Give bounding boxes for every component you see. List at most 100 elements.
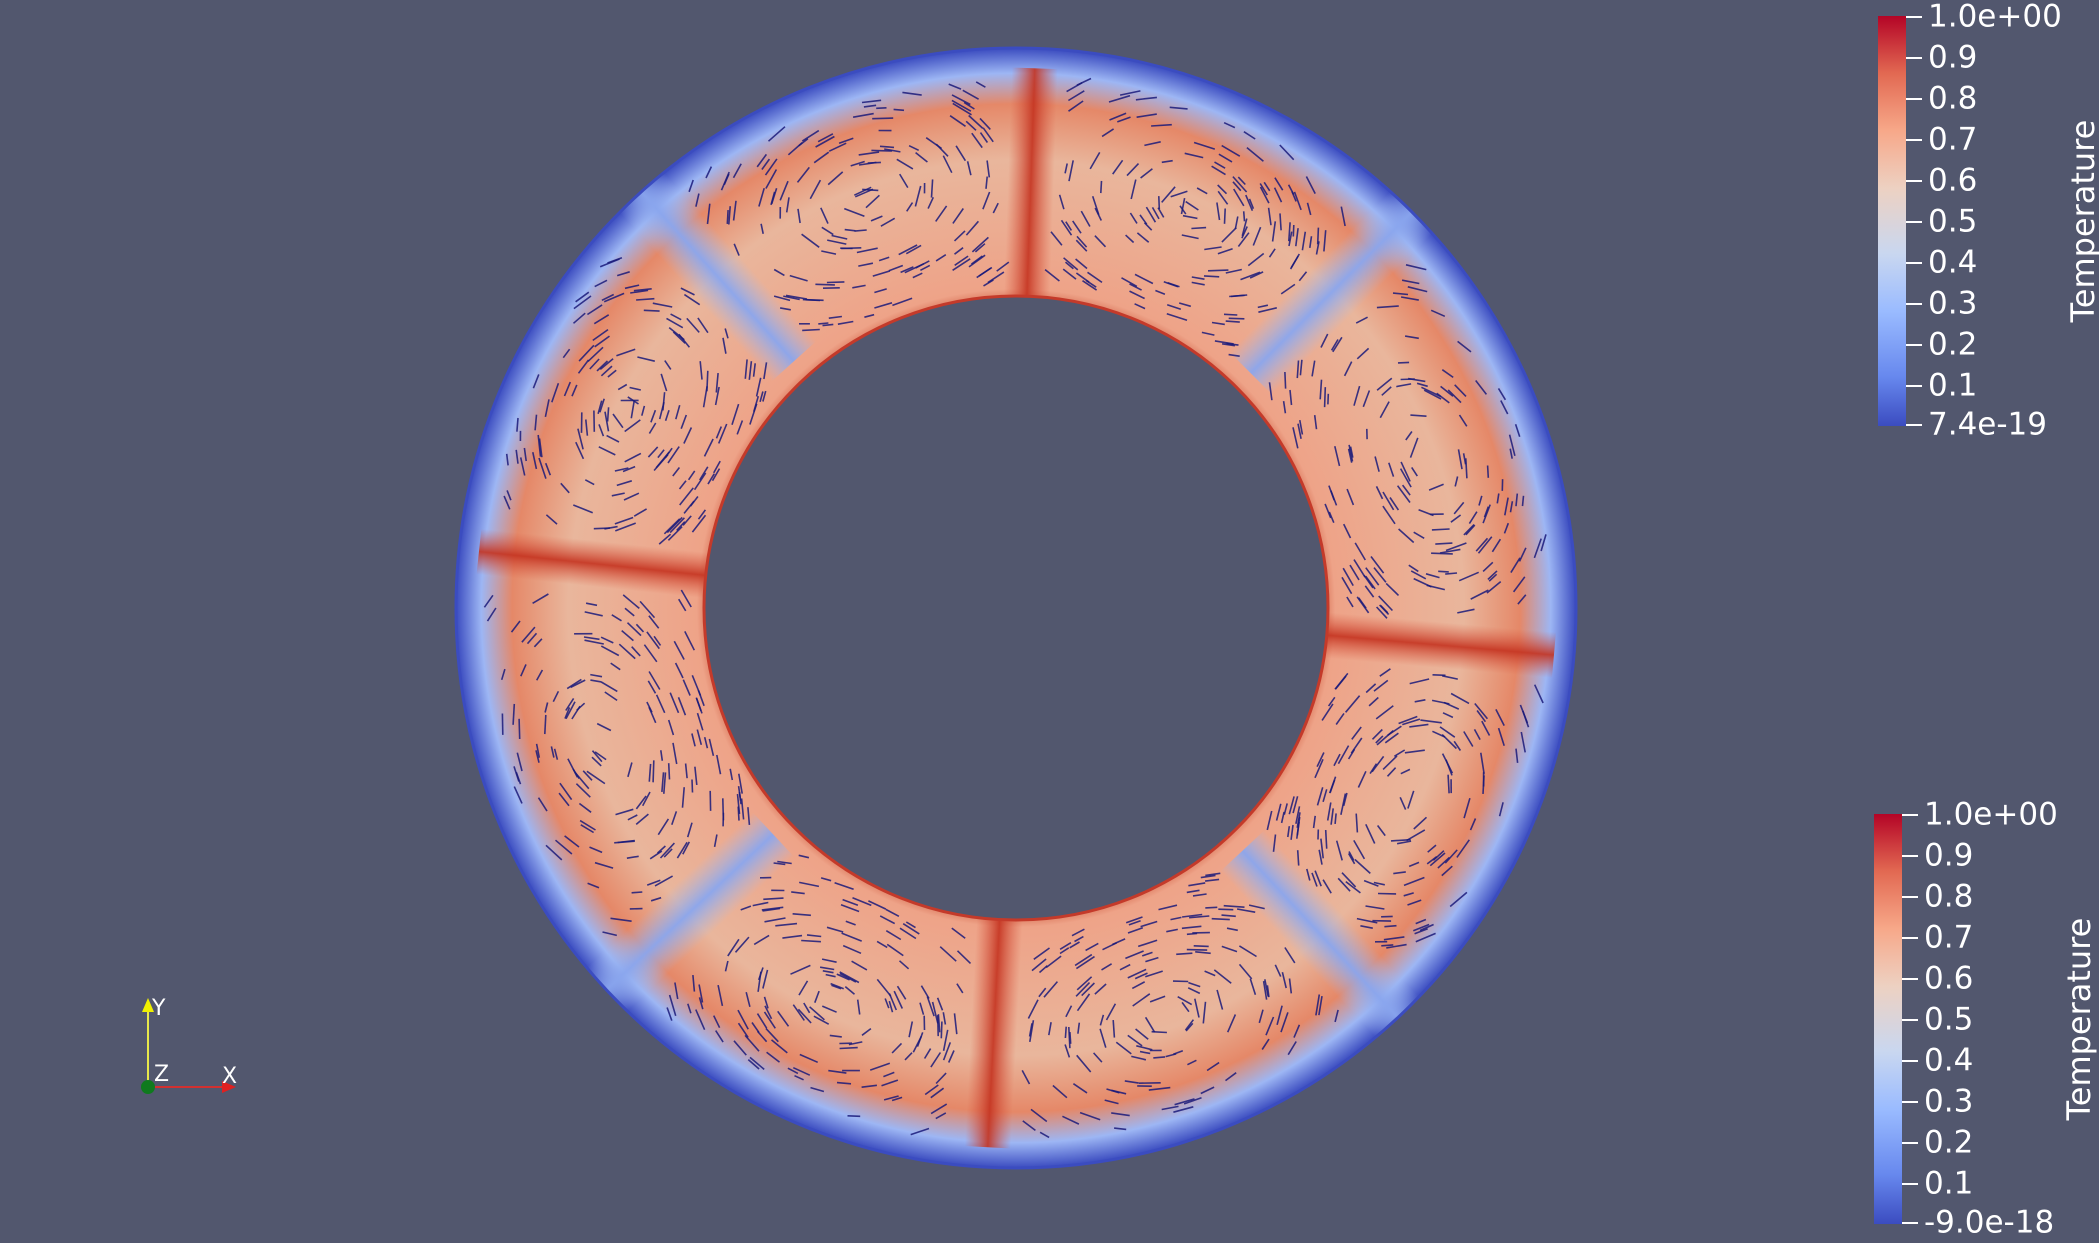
velocity-glyph [876,107,887,110]
velocity-glyph [639,600,656,619]
velocity-glyph [1283,803,1288,815]
velocity-glyph [1072,220,1082,234]
velocity-glyph [1182,214,1198,220]
velocity-glyph [1279,213,1282,231]
velocity-glyph [1414,699,1426,703]
velocity-glyph [621,629,634,642]
velocity-glyph [1439,726,1456,738]
velocity-glyph [836,1081,852,1085]
velocity-glyph [936,997,944,1011]
velocity-glyph [1318,995,1323,1016]
velocity-glyph [876,940,888,949]
velocity-glyph [1453,740,1462,751]
velocity-glyph [1232,181,1242,192]
velocity-glyph [1279,144,1295,161]
velocity-glyph [1094,983,1107,995]
scalar-bar-top[interactable]: 1.0e+00 0.9 0.8 0.7 0.6 0.5 0.4 0.3 0.2 … [1878,1,2099,440]
velocity-glyph [1218,908,1234,911]
velocity-glyph [1311,360,1316,377]
velocity-glyph [1508,434,1516,456]
velocity-glyph [1306,868,1311,881]
velocity-glyph [755,377,762,397]
velocity-glyph [1414,927,1428,935]
velocity-glyph [773,268,785,277]
velocity-glyph [1463,797,1471,819]
tick-label: 0.1 [1924,1165,1974,1202]
velocity-glyph [744,1034,760,1052]
velocity-glyph [1148,1086,1171,1091]
velocity-glyph [831,234,848,240]
velocity-glyph [1129,283,1142,291]
velocity-glyph [802,298,821,302]
velocity-glyph [888,993,898,1011]
velocity-glyph [586,304,603,316]
velocity-glyph [1399,796,1407,810]
velocity-glyph [1299,419,1304,435]
velocity-glyph [1288,222,1291,242]
velocity-glyph [1174,1098,1195,1106]
velocity-glyph [1458,571,1480,582]
scalar-bar-bottom[interactable]: 1.0e+00 0.9 0.8 0.7 0.6 0.5 0.4 0.3 0.2 … [1874,799,2099,1238]
velocity-glyph [1315,241,1320,255]
velocity-glyph [1442,712,1454,719]
velocity-glyph [955,145,967,162]
velocity-glyph [1031,958,1047,972]
velocity-glyph [695,193,700,207]
velocity-glyph [1379,604,1390,615]
velocity-glyph [1221,914,1236,918]
velocity-glyph [1413,531,1425,539]
velocity-glyph [1069,941,1080,949]
velocity-glyph [1416,382,1428,388]
velocity-glyph [689,496,699,507]
velocity-glyph [646,701,653,713]
velocity-glyph [1261,1038,1270,1050]
velocity-glyph [799,1053,819,1064]
velocity-glyph [1075,982,1091,997]
velocity-glyph [500,668,506,681]
velocity-glyph [765,169,778,189]
velocity-glyph [797,1008,812,1024]
velocity-glyph [711,468,721,482]
velocity-glyph [1202,1001,1207,1024]
velocity-glyph [775,922,798,927]
velocity-glyph [762,907,781,912]
velocity-glyph [1326,802,1332,821]
velocity-glyph [1343,361,1353,377]
velocity-glyph [672,742,678,765]
velocity-glyph [598,446,616,456]
velocity-glyph [1291,191,1297,202]
velocity-glyph [1276,1005,1283,1026]
velocity-glyph [858,151,880,156]
velocity-glyph [1182,913,1203,918]
velocity-glyph [520,664,527,677]
tick-label: -9.0e-18 [1924,1204,2055,1241]
velocity-glyph [1356,596,1370,614]
velocity-glyph [587,882,600,889]
velocity-glyph [635,813,649,826]
velocity-glyph [683,293,701,306]
orientation-axes[interactable]: Y X Z [130,990,260,1110]
velocity-glyph [752,363,756,377]
velocity-glyph [744,359,748,379]
velocity-glyph [1161,1105,1179,1111]
velocity-glyph [1426,856,1438,865]
velocity-glyph [1140,920,1158,928]
velocity-glyph [951,927,966,939]
velocity-glyph [586,770,606,785]
velocity-glyph [878,256,890,262]
velocity-glyph [1396,383,1412,388]
velocity-glyph [1356,347,1370,360]
velocity-glyph [1076,235,1088,248]
velocity-glyph [643,644,658,663]
velocity-glyph [1379,668,1391,677]
velocity-glyph [1141,951,1153,957]
velocity-glyph [779,307,791,311]
velocity-glyph [1259,186,1270,204]
velocity-glyph [1316,227,1320,245]
velocity-glyph [920,985,930,999]
velocity-glyph [662,392,666,411]
velocity-glyph [1295,228,1299,247]
velocity-glyph [1349,564,1360,581]
